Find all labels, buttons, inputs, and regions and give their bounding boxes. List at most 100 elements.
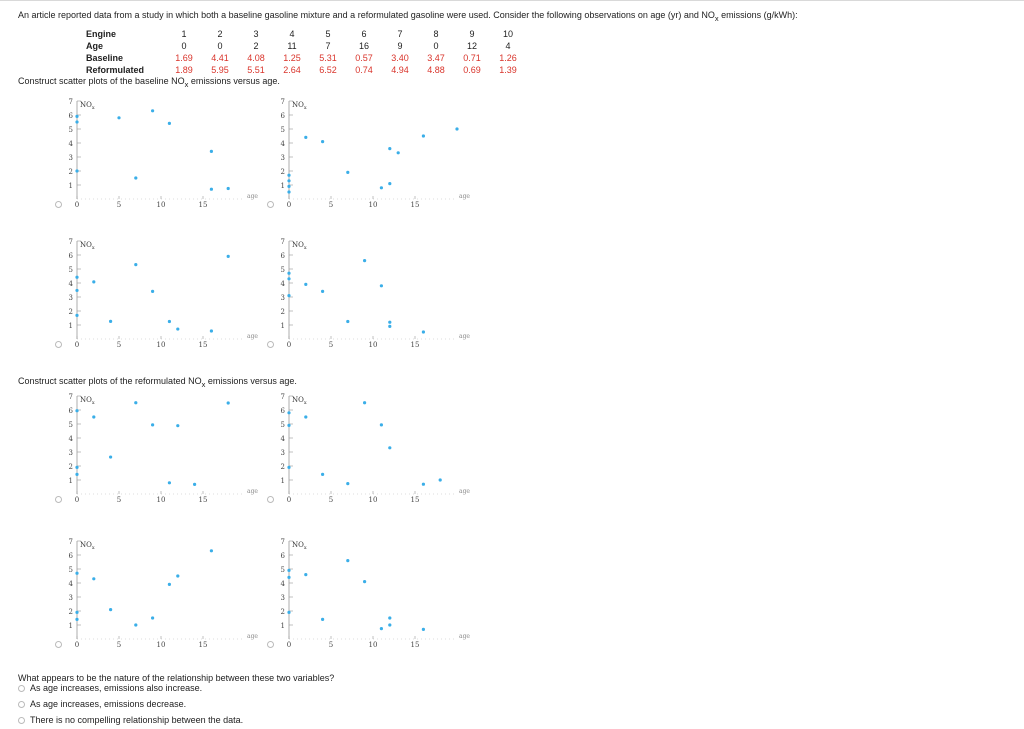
y-tick-label: 7 [69, 98, 73, 106]
y-tick-label: 1 [69, 477, 73, 485]
data-point [167, 121, 171, 125]
scatter-option-4[interactable]: 1 2 3 4 5 6 7 0 5 10 15 NOx age [267, 235, 470, 360]
x-tick-label: 10 [369, 496, 378, 504]
radio-button[interactable] [55, 341, 62, 348]
radio-button[interactable] [267, 341, 274, 348]
scatter-plot-svg: 1 2 3 4 5 6 7 0 5 10 15 NOx age [69, 393, 259, 504]
data-point [363, 580, 367, 584]
y-tick-label: 6 [281, 407, 286, 415]
radio-button[interactable] [55, 496, 62, 503]
table-cell: 2 [217, 29, 223, 39]
x-tick-label: 0 [287, 496, 291, 504]
data-point [287, 190, 291, 194]
data-point [176, 327, 180, 331]
x-tick-label: 0 [75, 201, 79, 209]
option-label: As age increases, emissions also increas… [30, 683, 203, 693]
y-axis-label: NOx [292, 396, 307, 406]
data-point [193, 482, 197, 486]
table-cell: 16 [358, 41, 369, 51]
data-point [346, 319, 350, 324]
option-increase[interactable]: As age increases, emissions also increas… [18, 683, 203, 693]
scatter-plot-svg: 1 2 3 4 5 6 7 0 5 10 15 NOx age [69, 98, 259, 209]
x-tick-label: 15 [199, 341, 208, 349]
x-tick-label: 5 [329, 341, 333, 349]
data-point [167, 582, 171, 586]
scatter-option-7[interactable]: 1 2 3 4 5 6 7 0 5 10 15 NOx age [55, 535, 258, 660]
table-cell: 3.47 [427, 53, 445, 63]
data-point [109, 608, 113, 612]
radio-button[interactable] [18, 717, 25, 724]
data-point [388, 320, 392, 324]
row-label-reformulated: Reformulated [86, 65, 145, 75]
scatter-option-1[interactable]: 1 2 3 4 5 6 7 0 5 10 15 NOx age [55, 95, 259, 220]
scatter-option-8[interactable]: 1 2 3 4 5 6 7 0 5 10 15 NOx age [267, 535, 470, 660]
radio-button[interactable] [55, 201, 62, 208]
y-tick-label: 6 [69, 252, 74, 260]
data-point [388, 616, 392, 620]
y-tick-label: 6 [281, 252, 286, 260]
radio-button[interactable] [267, 496, 274, 503]
table-cell: 6 [361, 29, 367, 39]
data-point [226, 401, 230, 405]
data-point [209, 329, 213, 333]
table-row: Reformulated 1.89 5.95 5.51 2.64 6.52 0.… [86, 64, 526, 76]
y-axis-label: NOx [80, 396, 95, 406]
radio-button[interactable] [18, 701, 25, 708]
scatter-option-5[interactable]: 1 2 3 4 5 6 7 0 5 10 15 NOx age [55, 390, 259, 515]
option-no-relationship[interactable]: There is no compelling relationship betw… [18, 715, 244, 725]
y-axis-label: NOx [80, 101, 95, 111]
data-point [363, 259, 367, 263]
data-point [134, 176, 138, 180]
data-point [109, 455, 113, 459]
table-cell: 1.25 [283, 53, 301, 63]
scatter-option-2[interactable]: 1 2 3 4 5 6 7 0 5 10 15 NOx age [267, 95, 470, 220]
table-cell: 7 [325, 41, 331, 51]
data-point [209, 549, 213, 553]
x-axis-label: age [459, 488, 470, 495]
data-point [421, 330, 425, 334]
y-tick-label: 7 [69, 238, 73, 246]
data-point [109, 319, 113, 323]
x-tick-label: 15 [199, 641, 208, 649]
y-axis-label: NOx [292, 101, 307, 111]
x-tick-label: 5 [329, 641, 333, 649]
table-cell: 4.08 [247, 53, 265, 63]
y-tick-label: 3 [69, 294, 73, 302]
data-point [226, 186, 230, 191]
row-label-baseline: Baseline [86, 53, 124, 63]
y-tick-label: 3 [281, 594, 285, 602]
y-tick-label: 3 [69, 154, 73, 162]
data-point [287, 277, 291, 281]
x-tick-label: 5 [117, 341, 121, 349]
x-tick-label: 10 [157, 496, 166, 504]
option-label: There is no compelling relationship betw… [30, 715, 244, 725]
radio-button[interactable] [267, 641, 274, 648]
scatter-option-3[interactable]: 1 2 3 4 5 6 7 0 5 10 15 NOx age [55, 235, 258, 360]
radio-button[interactable] [267, 201, 274, 208]
data-point [287, 294, 291, 298]
x-axis-label: age [247, 488, 258, 495]
data-point [75, 571, 79, 575]
option-decrease[interactable]: As age increases, emissions decrease. [18, 699, 187, 709]
y-tick-label: 4 [69, 140, 74, 148]
scatter-option-6[interactable]: 1 2 3 4 5 6 7 0 5 10 15 NOx age [267, 390, 470, 515]
x-axis-label: age [247, 633, 258, 640]
table-cell: 1 [181, 29, 187, 39]
y-tick-label: 5 [281, 126, 285, 134]
y-tick-label: 1 [69, 182, 73, 190]
data-point [379, 423, 383, 427]
radio-button[interactable] [18, 685, 25, 692]
data-point [321, 617, 325, 621]
y-tick-label: 2 [69, 168, 73, 176]
x-tick-label: 10 [369, 201, 378, 209]
option-label: As age increases, emissions decrease. [30, 699, 187, 709]
y-tick-label: 3 [281, 154, 285, 162]
table-cell: 4.94 [391, 65, 409, 75]
y-tick-label: 1 [281, 477, 285, 485]
radio-button[interactable] [55, 641, 62, 648]
data-point [134, 623, 138, 627]
x-tick-label: 15 [411, 641, 420, 649]
data-point [388, 324, 392, 328]
table-cell: 5.51 [247, 65, 265, 75]
table-cell: 1.26 [499, 53, 517, 63]
